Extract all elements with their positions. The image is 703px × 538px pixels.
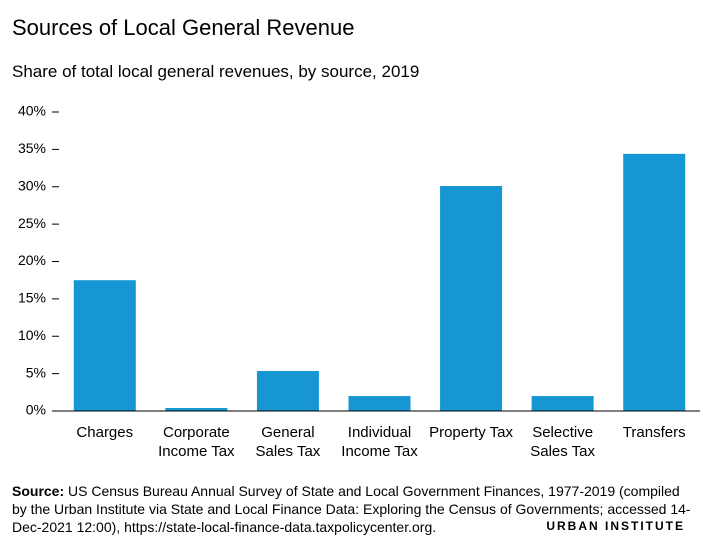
source-text: US Census Bureau Annual Survey of State … xyxy=(12,483,691,535)
y-tick-label: 0% xyxy=(26,402,46,418)
bar xyxy=(440,186,503,411)
x-tick-label: Property Tax xyxy=(429,424,514,441)
logo: URBAN INSTITUTE xyxy=(546,519,685,533)
y-tick-label: 25% xyxy=(18,215,46,231)
source-note: Source: US Census Bureau Annual Survey o… xyxy=(12,482,692,536)
x-tick-label: Corporate Income Tax xyxy=(158,424,235,460)
y-tick-label: 10% xyxy=(18,327,46,343)
y-tick-label: 30% xyxy=(18,177,46,193)
bar xyxy=(256,371,319,411)
x-tick-label: Selective Sales Tax xyxy=(530,424,596,460)
bar xyxy=(73,280,136,411)
x-tick-label: General Sales Tax xyxy=(255,424,321,460)
x-tick-label: Transfers xyxy=(622,424,686,441)
y-tick-label: 15% xyxy=(18,290,46,306)
y-tick-label: 35% xyxy=(18,140,46,156)
bar xyxy=(623,153,686,412)
y-tick-label: 20% xyxy=(18,252,46,268)
chart-title: Sources of Local General Revenue xyxy=(12,15,355,40)
source-label: Source: xyxy=(12,483,65,499)
chart-subtitle: Share of total local general revenues, b… xyxy=(12,62,420,81)
y-tick-label: 5% xyxy=(26,364,46,380)
bar xyxy=(531,396,594,411)
x-tick-label: Individual Income Tax xyxy=(341,424,418,460)
bar xyxy=(165,408,228,411)
x-tick-label: Charges xyxy=(76,424,134,441)
y-tick-label: 40% xyxy=(18,103,46,119)
bar xyxy=(348,396,411,411)
